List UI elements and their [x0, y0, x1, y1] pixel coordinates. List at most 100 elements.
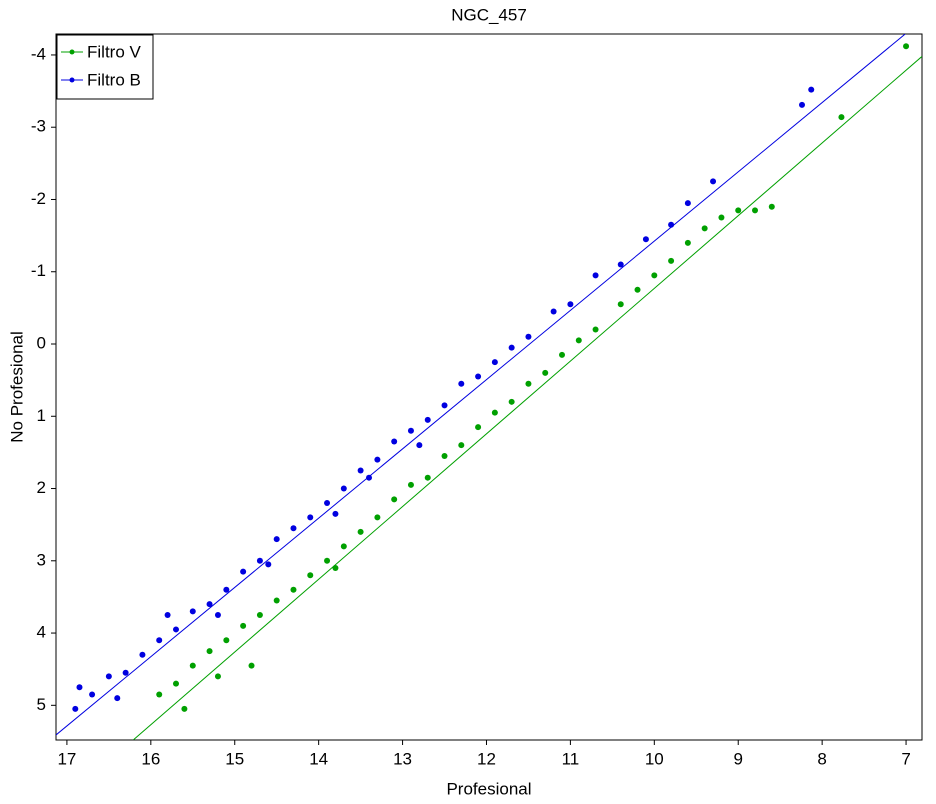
x-tick-label: 17: [57, 749, 76, 768]
data-point: [575, 337, 582, 344]
data-point: [214, 611, 221, 618]
data-point: [248, 662, 255, 669]
data-point: [525, 380, 532, 387]
data-point: [391, 496, 398, 503]
data-point: [525, 333, 532, 340]
y-tick-label: 2: [37, 478, 46, 497]
data-point: [122, 669, 129, 676]
y-tick-label: -3: [31, 117, 46, 136]
data-point: [172, 626, 179, 633]
data-point: [441, 453, 448, 460]
y-tick-label: 3: [37, 550, 46, 569]
x-tick-label: 13: [393, 749, 412, 768]
data-point: [651, 272, 658, 279]
data-point: [567, 301, 574, 308]
data-point: [290, 525, 297, 532]
y-tick-label: 1: [37, 406, 46, 425]
legend-label: Filtro B: [87, 70, 141, 89]
y-tick-label: -1: [31, 261, 46, 280]
data-point: [324, 557, 331, 564]
data-point: [374, 456, 381, 463]
data-point: [592, 326, 599, 333]
data-point: [407, 427, 414, 434]
data-point: [114, 695, 121, 702]
data-point: [508, 398, 515, 405]
data-point: [357, 528, 364, 535]
data-point: [273, 536, 280, 543]
data-point: [240, 568, 247, 575]
x-tick-label: 16: [141, 749, 160, 768]
data-point: [491, 359, 498, 366]
data-point: [668, 257, 675, 264]
data-point: [223, 586, 230, 593]
y-tick-label: 0: [37, 333, 46, 352]
legend: Filtro V Filtro B: [56, 34, 154, 100]
data-point: [424, 474, 431, 481]
data-point: [223, 637, 230, 644]
data-point: [684, 200, 691, 207]
data-point: [206, 648, 213, 655]
data-point: [189, 608, 196, 615]
data-point: [290, 586, 297, 593]
data-point: [340, 543, 347, 550]
data-point: [508, 344, 515, 351]
data-point: [475, 373, 482, 380]
y-tick-label: -4: [31, 44, 46, 63]
data-point: [491, 409, 498, 416]
x-tick-label: 8: [817, 749, 826, 768]
fit-line: [56, 34, 906, 736]
y-tick-label: 4: [37, 623, 46, 642]
legend-marker: [69, 77, 75, 83]
data-point: [357, 467, 364, 474]
data-point: [89, 691, 96, 698]
data-point: [256, 611, 263, 618]
data-point: [710, 178, 717, 185]
x-tick-label: 9: [733, 749, 742, 768]
data-point: [76, 684, 83, 691]
x-tick-label: 12: [477, 749, 496, 768]
data-point: [374, 514, 381, 521]
x-axis-label: Profesional: [446, 779, 531, 798]
data-point: [416, 442, 423, 449]
y-tick-label: 5: [37, 695, 46, 714]
plot-area: [56, 34, 922, 740]
data-point: [424, 416, 431, 423]
data-point: [332, 510, 339, 517]
x-tick-label: 7: [901, 749, 910, 768]
data-point: [617, 301, 624, 308]
data-point: [701, 225, 708, 232]
data-point: [684, 239, 691, 246]
legend-label: Filtro V: [87, 42, 142, 61]
data-point: [340, 485, 347, 492]
data-point: [240, 622, 247, 629]
data-point: [559, 351, 566, 358]
data-point: [273, 597, 280, 604]
x-tick-label: 14: [309, 749, 328, 768]
data-point: [256, 557, 263, 564]
data-point: [139, 651, 146, 658]
data-point: [617, 261, 624, 268]
data-point: [550, 308, 557, 315]
data-point: [441, 402, 448, 409]
x-tick-label: 11: [562, 749, 580, 768]
data-point: [668, 221, 675, 228]
x-tick-label: 15: [225, 749, 244, 768]
legend-marker: [69, 49, 75, 55]
legend-box: [56, 34, 154, 100]
data-point: [214, 673, 221, 680]
y-axis-label: No Profesional: [7, 331, 26, 443]
fit-line: [132, 56, 922, 740]
data-point: [265, 561, 272, 568]
data-point: [768, 203, 775, 210]
data-point: [181, 705, 188, 712]
data-point: [105, 673, 112, 680]
data-point: [332, 565, 339, 572]
data-point: [642, 236, 649, 243]
data-point: [718, 214, 725, 221]
data-point: [391, 438, 398, 445]
data-point: [799, 101, 806, 108]
data-point: [164, 611, 171, 618]
data-point: [592, 272, 599, 279]
data-point: [808, 86, 815, 93]
